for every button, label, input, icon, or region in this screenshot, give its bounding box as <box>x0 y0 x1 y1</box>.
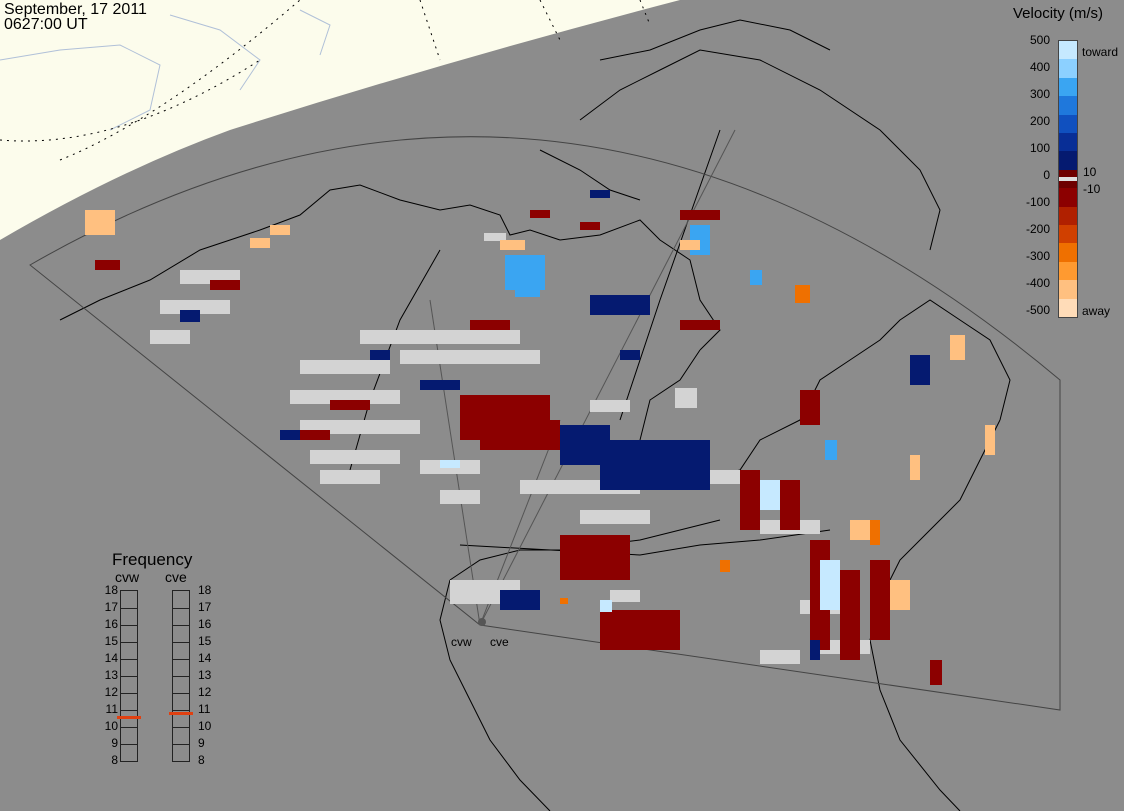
colorbar-tick-label: 400 <box>1029 60 1050 74</box>
strong-away-cells <box>85 210 995 610</box>
frequency-gridline <box>121 727 137 728</box>
colorbar-tick-label: -300 <box>1025 249 1050 263</box>
frequency-gridline <box>173 659 189 660</box>
frequency-gridline <box>173 625 189 626</box>
frequency-tick-east: 11 <box>198 702 211 716</box>
colorbar-tick-label: 500 <box>1029 33 1050 47</box>
frequency-tick-east: 9 <box>198 736 205 750</box>
frequency-bar-east <box>169 590 193 762</box>
frequency-tick-east: 8 <box>198 753 205 767</box>
frequency-marker <box>169 712 193 716</box>
colorbar-tick-label: -200 <box>1025 222 1050 236</box>
frequency-tick-west: 10 <box>104 719 118 733</box>
away-velocity-cells <box>95 210 942 685</box>
frequency-title: Frequency <box>112 550 193 569</box>
frequency-gridline <box>121 642 137 643</box>
colorbar-tick-label: 200 <box>1029 114 1050 128</box>
frequency-tick-east: 16 <box>198 617 212 631</box>
toward-velocity-cells <box>180 190 930 660</box>
frequency-tick-east: 12 <box>198 685 212 699</box>
frequency-tick-east: 10 <box>198 719 212 733</box>
colorbar-tick-label: -500 <box>1025 303 1050 317</box>
map-date: September, 17 2011 <box>4 1 147 18</box>
light-blue-cells <box>440 460 840 612</box>
colorbar-segment <box>1059 261 1077 281</box>
frequency-west-label: cvw <box>115 569 140 585</box>
frequency-tick-west: 12 <box>104 685 118 699</box>
ground-scatter-cells <box>150 233 870 664</box>
radar-label-west: cvw <box>451 635 472 649</box>
colorbar-tick-label: 100 <box>1029 141 1050 155</box>
radar-label-east: cve <box>490 635 509 649</box>
frequency-tick-east: 18 <box>198 583 212 597</box>
colorbar-segment <box>1059 298 1077 318</box>
frequency-east-label: cve <box>165 569 187 585</box>
colorbar-toward-label: toward <box>1082 45 1119 59</box>
frequency-gridline <box>121 608 137 609</box>
frequency-gridline <box>121 659 137 660</box>
colorbar-tick-label: 300 <box>1029 87 1050 101</box>
frequency-gridline <box>121 625 137 626</box>
frequency-gridline <box>121 693 137 694</box>
frequency-tick-west: 16 <box>104 617 118 631</box>
field-of-view-outline <box>29 136 1061 711</box>
frequency-tick-east: 17 <box>198 600 212 614</box>
colorbar-segment <box>1059 59 1077 79</box>
colorbar-segment <box>1059 77 1077 97</box>
frequency-gridline <box>173 676 189 677</box>
colorbar-away-label: away <box>1082 304 1111 318</box>
colorbar-zero-band <box>1059 177 1077 181</box>
colorbar-inner-tick-neg: -10 <box>1083 182 1101 196</box>
colorbar-title: Velocity (m/s) <box>1013 5 1104 22</box>
colorbar-tick-label: -100 <box>1025 195 1050 209</box>
frequency-tick-east: 15 <box>198 634 212 648</box>
colorbar-segment <box>1059 114 1077 134</box>
frequency-marker <box>117 715 141 719</box>
daylight-coastlines <box>0 9 331 131</box>
orange-cells <box>560 285 880 604</box>
frequency-gridline <box>121 744 137 745</box>
frequency-tick-west: 17 <box>104 600 118 614</box>
latitude-longitude-grid <box>0 0 651 161</box>
frequency-gridline <box>173 710 189 711</box>
frequency-tick-west: 8 <box>111 753 118 767</box>
frequency-tick-east: 14 <box>198 651 212 665</box>
frequency-tick-west: 13 <box>104 668 118 682</box>
colorbar-segment <box>1059 243 1077 263</box>
frequency-tick-west: 14 <box>104 651 118 665</box>
colorbar-segment <box>1059 225 1077 244</box>
frequency-tick-west: 11 <box>105 702 118 716</box>
frequency-gridline <box>173 642 189 643</box>
frequency-gridline <box>121 710 137 711</box>
frequency-tick-west: 15 <box>104 634 118 648</box>
frequency-tick-east: 13 <box>198 668 212 682</box>
map-time: 0627:00 UT <box>4 16 88 33</box>
frequency-bar-west <box>117 590 141 762</box>
daylight-region <box>0 0 680 240</box>
frequency-gridline <box>121 676 137 677</box>
colorbar-segment <box>1059 96 1077 116</box>
colorbar-segment <box>1059 41 1077 60</box>
frequency-gridline <box>173 744 189 745</box>
colorbar-segment <box>1059 188 1077 208</box>
colorbar-inner-tick-pos: 10 <box>1083 165 1097 179</box>
frequency-tick-west: 9 <box>111 736 118 750</box>
frequency-gridline <box>173 608 189 609</box>
radar-site-marker <box>478 618 486 626</box>
velocity-colorbar <box>1058 40 1078 318</box>
colorbar-segment <box>1059 133 1077 152</box>
colorbar-segment <box>1059 206 1077 226</box>
colorbar-segment <box>1059 280 1077 300</box>
frequency-gridline <box>173 693 189 694</box>
frequency-gridline <box>173 727 189 728</box>
colorbar-tick-label: 0 <box>1043 168 1050 182</box>
frequency-tick-west: 18 <box>104 583 118 597</box>
colorbar-segment <box>1059 151 1077 171</box>
colorbar-tick-label: -400 <box>1025 276 1050 290</box>
